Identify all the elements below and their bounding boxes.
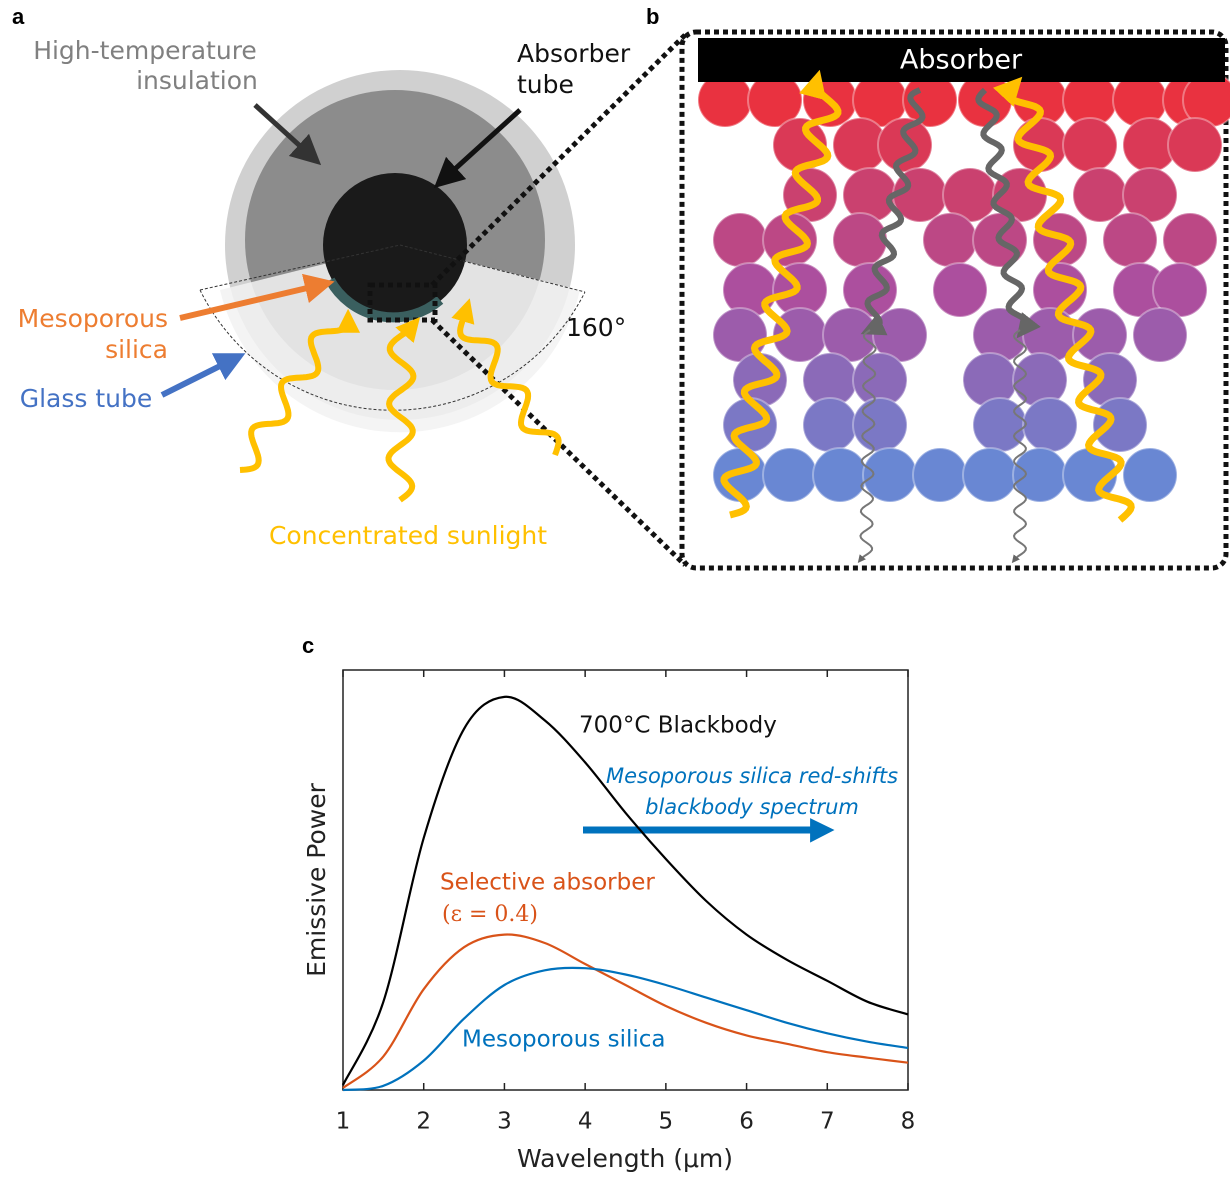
particle — [963, 448, 1017, 502]
label: Absorber — [900, 45, 1023, 76]
x-tick-label: 7 — [820, 1109, 835, 1135]
panel-label: a — [12, 4, 25, 29]
x-tick-label: 6 — [739, 1109, 754, 1135]
label: Concentrated sunlight — [269, 521, 547, 550]
x-axis-label: Wavelength (μm) — [517, 1144, 733, 1173]
particle — [863, 448, 917, 502]
label: 160° — [566, 313, 626, 342]
particle — [1123, 448, 1177, 502]
particle — [1103, 213, 1157, 267]
label: silica — [105, 335, 168, 364]
particle — [1063, 118, 1117, 172]
particle — [1073, 168, 1127, 222]
curve-label: 700°C Blackbody — [579, 713, 777, 739]
x-tick-label: 1 — [336, 1109, 351, 1135]
x-tick-label: 5 — [659, 1109, 674, 1135]
particle — [763, 448, 817, 502]
particle — [1168, 118, 1222, 172]
particle — [803, 398, 857, 452]
particle — [1163, 213, 1217, 267]
label: Glass tube — [20, 384, 153, 413]
particle — [923, 213, 977, 267]
panel-label: b — [646, 4, 659, 29]
particle — [1093, 398, 1147, 452]
label: Mesoporous — [18, 304, 168, 333]
label: Absorber — [517, 39, 631, 68]
particle — [813, 448, 867, 502]
particle — [913, 448, 967, 502]
particles — [698, 73, 1230, 502]
panel-c: c Wavelength (μm) Emissive Power 700°C B… — [302, 633, 915, 1173]
panel-a: a High-temperature insulation Absorber t… — [12, 4, 685, 565]
particle — [833, 213, 887, 267]
y-axis-label: Emissive Power — [302, 782, 331, 977]
curve-label: Selective absorber — [440, 870, 655, 896]
particle — [1023, 398, 1077, 452]
x-tick-label: 3 — [497, 1109, 512, 1135]
particle — [853, 398, 907, 452]
particle — [713, 213, 767, 267]
series-line — [343, 935, 908, 1088]
annotation: (ε = 0.4) — [442, 902, 538, 927]
particle — [933, 263, 987, 317]
arrow — [162, 360, 232, 395]
label: High-temperature — [33, 36, 257, 65]
x-tick-label: 2 — [416, 1109, 431, 1135]
annotation: Mesoporous silica red-shifts — [606, 764, 898, 788]
particle — [1133, 308, 1187, 362]
figure: a High-temperature insulation Absorber t… — [0, 0, 1230, 1177]
panel-b: b Absorber — [646, 4, 1230, 568]
curve-label: Mesoporous silica — [462, 1027, 666, 1053]
panel-label: c — [302, 633, 314, 658]
x-tick-label: 4 — [578, 1109, 593, 1135]
annotation: blackbody spectrum — [645, 795, 859, 819]
x-tick-label: 8 — [901, 1109, 916, 1135]
label: tube — [517, 70, 574, 99]
label: insulation — [136, 66, 258, 95]
